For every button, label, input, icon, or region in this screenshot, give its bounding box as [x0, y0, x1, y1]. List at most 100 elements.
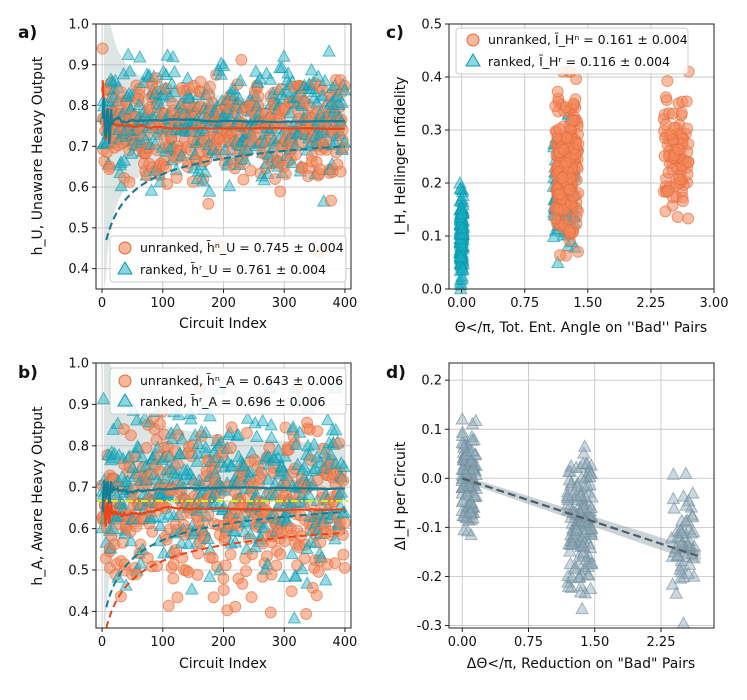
delta-point: [584, 500, 599, 514]
ranked-point: [455, 238, 470, 252]
ranked-point: [277, 569, 291, 583]
unranked-point: [311, 425, 324, 438]
delta-point: [463, 504, 477, 518]
ranked-point: [144, 183, 159, 196]
ranked-point: [166, 49, 180, 63]
delta-point: [676, 616, 691, 629]
ranked-point: [124, 146, 139, 159]
unranked-point: [333, 437, 346, 450]
panel-a-legend: unranked, h̄ⁿ_U = 0.745 ± 0.004 ranked, …: [109, 235, 347, 283]
unranked-point: [274, 185, 287, 198]
unranked-point: [676, 195, 689, 208]
panel-b-ylabel: h_A, Aware Heavy Output: [30, 406, 46, 586]
delta-point: [560, 497, 575, 511]
delta-point: [464, 495, 479, 509]
ranked-point: [132, 49, 147, 63]
unranked-point: [661, 75, 674, 88]
unranked-point: [572, 138, 585, 151]
x-tick-label: 200: [211, 296, 236, 311]
unranked-point: [224, 548, 237, 561]
x-tick-label: 2.25: [636, 296, 665, 311]
x-tick-label: 0: [98, 635, 106, 650]
delta-point: [685, 486, 700, 499]
unranked-point: [217, 584, 230, 597]
ranked-point: [191, 436, 206, 450]
ranked-point: [261, 472, 275, 485]
unranked-point: [666, 163, 679, 176]
ranked-point: [550, 255, 565, 268]
unranked-point: [134, 538, 147, 551]
panel-d: d) 0.00 0.75 1.50 2.25 -0.3 -0.2 -0.1 0.0 0.1 0.2…: [386, 362, 715, 672]
ranked-point: [275, 60, 289, 73]
panel-d-xlabel: ΔΘ</π, Reduction on "Bad" Pairs: [467, 656, 695, 672]
ranked-point: [455, 206, 469, 219]
unranked-point: [264, 606, 277, 619]
delta-point: [574, 578, 589, 592]
unranked-point: [158, 428, 171, 441]
unranked-point: [312, 565, 325, 578]
delta-point: [577, 439, 592, 452]
ranked-point: [228, 534, 243, 548]
unranked-point: [325, 194, 338, 207]
unranked-point: [334, 165, 347, 178]
unranked-point: [659, 205, 672, 218]
unranked-point: [167, 572, 180, 585]
y-tick-label: 0.4: [68, 262, 89, 277]
ranked-point: [111, 570, 125, 583]
ranked-cumulative-mean-line: [101, 480, 345, 513]
y-tick-label: 0.2: [421, 374, 442, 389]
legend-unranked-label: unranked, h̄ⁿ_A = 0.643 ± 0.006: [140, 373, 343, 388]
legend-unranked-marker: [118, 374, 132, 388]
ranked-lower-bound-line: [105, 145, 345, 241]
panel-d-frame: [448, 362, 715, 629]
y-tick-label: 0.8: [68, 99, 89, 114]
delta-point: [575, 601, 589, 615]
delta-point: [468, 413, 483, 426]
delta-point: [565, 536, 580, 550]
panel-c-xlabel: Θ</π, Tot. Ent. Angle on ''Bad'' Pairs: [455, 320, 707, 336]
ranked-point: [297, 459, 312, 473]
panel-c-frame: [448, 23, 715, 290]
unranked-point: [658, 150, 671, 163]
y-tick-label: 0.9: [68, 58, 89, 73]
unranked-point: [664, 128, 677, 141]
ranked-point: [96, 391, 111, 404]
unranked-point: [195, 430, 208, 443]
ranked-point: [175, 432, 189, 445]
ranked-point: [320, 412, 335, 426]
delta-point: [570, 492, 585, 505]
ranked-point: [453, 281, 468, 295]
unranked-point: [219, 559, 232, 572]
ranked-point: [328, 456, 343, 470]
unranked-point: [170, 171, 183, 184]
unranked-point: [675, 106, 688, 119]
y-tick-label: -0.3: [417, 619, 442, 634]
ranked-point: [456, 188, 470, 202]
delta-point: [572, 549, 587, 562]
ranked-point: [255, 413, 270, 427]
unranked-point: [310, 589, 323, 602]
delta-point: [573, 584, 588, 598]
delta-point: [685, 509, 700, 523]
ranked-point: [307, 437, 321, 450]
delta-point: [457, 522, 471, 536]
x-tick-label: 0: [98, 296, 106, 311]
ranked-point: [281, 66, 296, 79]
unranked-point: [171, 591, 184, 604]
unranked-cumulative-mean-line: [102, 494, 345, 527]
x-tick-label: 1.50: [573, 296, 602, 311]
delta-point: [674, 513, 689, 527]
ranked-point: [124, 533, 138, 547]
unranked-point: [207, 591, 220, 604]
delta-point: [456, 440, 471, 453]
delta-point: [464, 527, 478, 541]
unranked-point: [260, 550, 273, 563]
delta-point: [678, 514, 693, 527]
y-tick-label: 0.6: [68, 522, 89, 537]
delta-point: [669, 586, 684, 599]
delta-point: [567, 561, 582, 575]
unranked-point: [570, 210, 583, 223]
ranked-point: [337, 82, 352, 96]
unranked-point: [673, 173, 686, 186]
unranked-point: [252, 90, 265, 103]
